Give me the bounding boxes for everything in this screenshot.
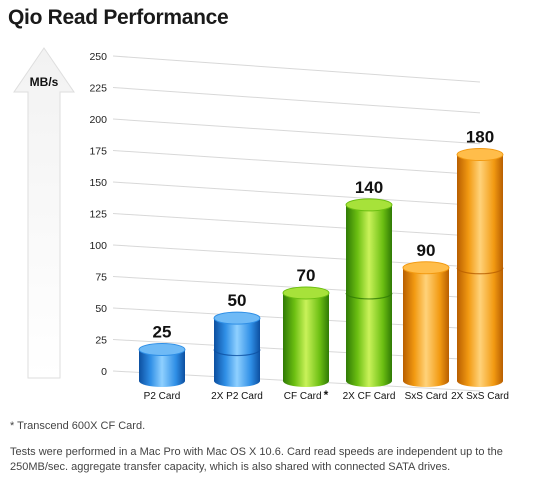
bar (345, 198, 393, 387)
up-arrow-icon (13, 47, 75, 379)
category-label: P2 Card (144, 391, 181, 402)
bars (138, 148, 504, 387)
y-tick-label: 75 (95, 272, 107, 284)
data-label: 70 (297, 266, 316, 285)
y-axis-ticks: MB/s 0 25 50 75 100 125 150 175 200 225 250 (30, 51, 107, 378)
y-tick-label: 225 (89, 83, 107, 95)
gridline (112, 87, 481, 114)
gridline (112, 150, 481, 176)
bar (456, 148, 504, 387)
y-tick-label: 50 (95, 303, 107, 315)
gridline (112, 213, 481, 237)
category-label: SxS Card (405, 391, 448, 402)
y-axis-label: MB/s (30, 75, 59, 89)
category-label: 2X P2 Card (211, 391, 263, 402)
category-label: 2X SxS Card (451, 391, 509, 402)
data-label: 25 (153, 323, 172, 342)
gridline (112, 55, 481, 83)
gridline (112, 118, 481, 145)
y-tick-label: 150 (89, 177, 107, 189)
y-tick-label: 0 (101, 366, 107, 378)
y-tick-label: 125 (89, 209, 107, 221)
y-tick-label: 100 (89, 240, 107, 252)
footnote: * Transcend 600X CF Card. (10, 420, 146, 432)
bar (138, 343, 186, 387)
chart-title: Qio Read Performance (8, 6, 229, 29)
y-tick-label: 25 (95, 335, 107, 347)
bar (213, 311, 261, 387)
y-tick-label: 250 (89, 51, 107, 63)
bar (402, 261, 450, 387)
y-tick-label: 200 (89, 114, 107, 126)
y-tick-label: 175 (89, 146, 107, 158)
test-notes: Tests were performed in a Mac Pro with M… (10, 446, 503, 473)
bar-chart: MB/s 0 25 50 75 100 125 150 175 200 225 250 25 P2 Ca… (13, 47, 509, 402)
bar (282, 286, 330, 387)
data-label: 50 (228, 291, 247, 310)
category-label: 2X CF Card (343, 391, 396, 402)
category-label: CF Card * (284, 388, 329, 402)
data-label: 90 (417, 241, 436, 260)
data-label: 140 (355, 178, 383, 197)
data-label: 180 (466, 128, 494, 147)
category-labels: 25 P2 Card 50 2X P2 Card 70 CF Card * 140 2X CF … (144, 128, 509, 402)
gridline (112, 181, 481, 207)
